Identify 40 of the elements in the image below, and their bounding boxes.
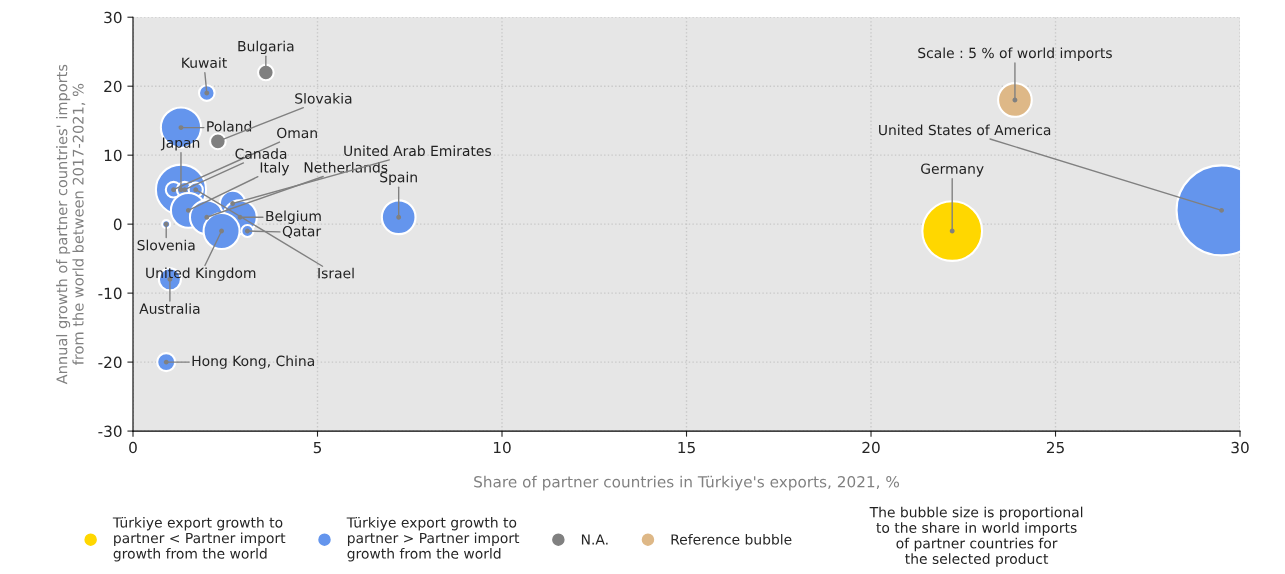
annotation: Slovenia: [137, 239, 195, 251]
x-tick-label: 0: [129, 441, 137, 454]
y-axis-title: Annual growth of partner countries' imports from the world between 2017-2021, %: [56, 64, 86, 385]
annotation: United Arab Emirates: [344, 145, 491, 157]
y-tick-label: -20: [98, 356, 122, 369]
annotation: Israel: [318, 267, 354, 279]
y-tick-label: -10: [98, 287, 122, 300]
x-axis-title: Share of partner countries in Türkiye's exports, 2021, %: [474, 475, 900, 491]
y-tick-label: 10: [104, 149, 122, 162]
annotation: United States of America: [879, 124, 1051, 136]
annotation: Belgium: [266, 210, 321, 224]
annotation: Slovakia: [295, 92, 352, 104]
x-tick-label: 25: [1046, 441, 1064, 454]
y-tick-label: -30: [98, 425, 122, 438]
legend-label: Türkiye export growth to partner > Partner import growth from the world: [346, 516, 520, 562]
y-tick-label: 20: [104, 80, 122, 93]
annotation: Italy: [260, 161, 290, 176]
x-tick-label: 15: [678, 441, 695, 454]
y-tick-label: 0: [113, 218, 122, 231]
text: The bubble size is proportional to the share in world imports of partner countries for the selected product: [869, 506, 1083, 567]
x-tick-label: 5: [313, 441, 322, 454]
annotation: Spain: [380, 171, 417, 186]
annotation: Oman: [277, 127, 317, 139]
annotation: Scale : 5 % of world imports: [918, 47, 1112, 61]
annotation: Kuwait: [182, 57, 227, 68]
annotation: Netherlands: [304, 161, 388, 173]
annotation: Canada: [235, 148, 287, 159]
annotation: Australia: [139, 303, 200, 314]
annotation: Poland: [207, 120, 252, 132]
annotation: Qatar: [282, 225, 322, 239]
legend-label: N.A.: [581, 534, 608, 545]
x-tick-label: 10: [493, 441, 511, 454]
annotation: Hong Kong, China: [192, 355, 314, 369]
legend-label: Türkiye export growth to partner < Partner import growth from the world: [112, 516, 286, 562]
annotation: Bulgaria: [238, 40, 294, 55]
x-tick-label: 20: [862, 441, 880, 454]
annotation: Germany: [921, 163, 984, 177]
y-tick-label: 30: [104, 11, 122, 24]
legend-label: Reference bubble: [671, 533, 792, 545]
x-tick-label: 30: [1231, 441, 1249, 454]
